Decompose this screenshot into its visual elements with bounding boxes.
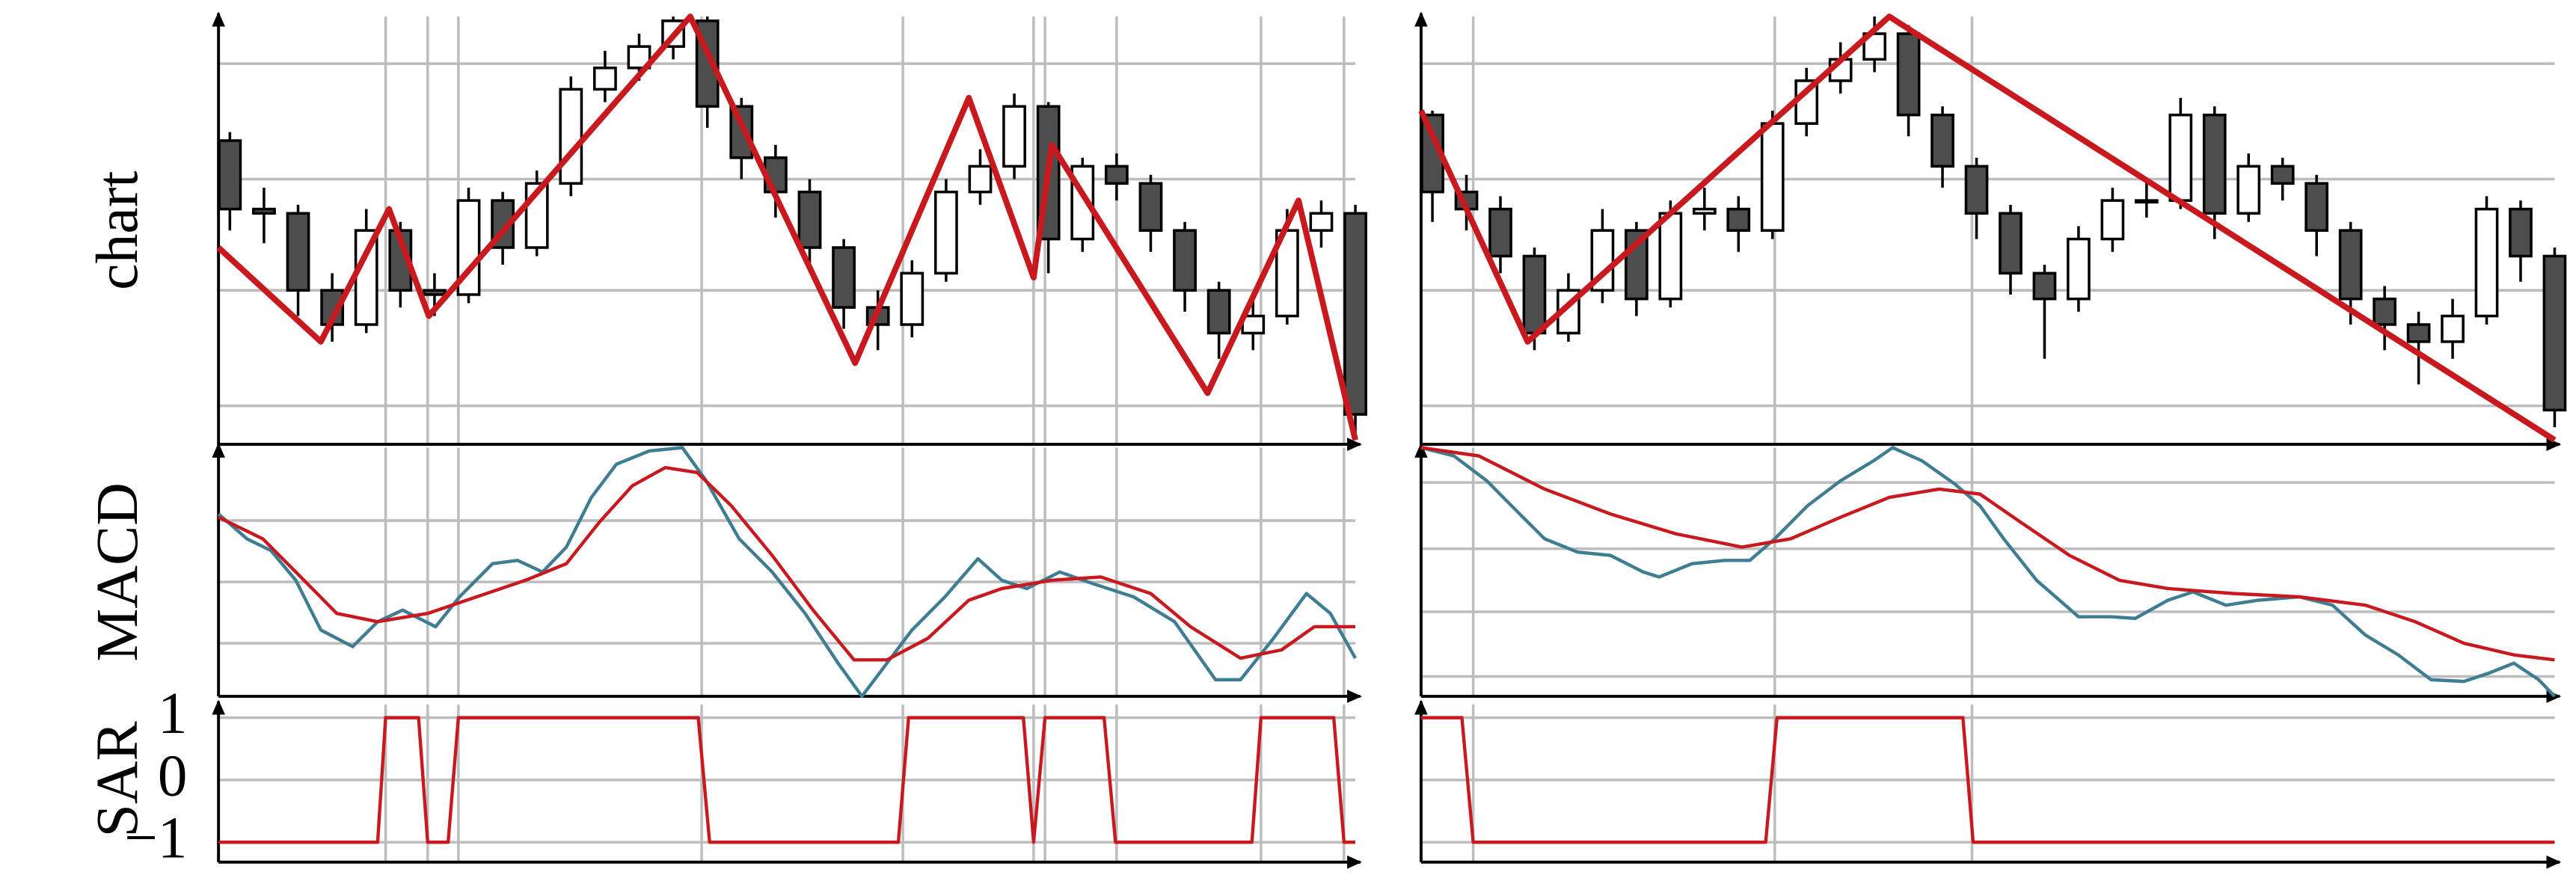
candle-body [2304,182,2329,232]
series-line [218,716,1356,844]
candle-body [252,207,276,215]
candle-body [2373,297,2396,326]
series-line [1420,446,2557,698]
y-tick-label: −1 [124,805,187,871]
candle-body [1862,32,1886,61]
series-line [1418,13,2557,443]
candle-body [1964,165,1989,215]
candle-body [2542,254,2567,412]
candle-body [218,139,242,211]
candle-body [1692,207,1717,215]
y-tick-label: 1 [158,681,188,746]
y-axis-label: chart [85,171,150,289]
candle-body [593,67,617,91]
y-tick-label: 0 [158,743,188,808]
y-axis-label: SAR [85,721,150,837]
series-line [216,13,1358,441]
candle-body [1760,122,1785,232]
candle-body [423,289,447,296]
candle-body [2032,271,2057,301]
candle-body [1896,32,1921,117]
candle-body [1999,212,2023,275]
candle-body [2067,237,2091,301]
candle-body [1104,165,1129,185]
candle-body [354,229,378,326]
candle-body [1206,289,1231,335]
candle-body [900,271,924,326]
candle-body [933,190,958,275]
candle-body [2236,165,2261,215]
candle-body [2338,229,2363,301]
series-line [1420,446,2555,662]
candle-body [2168,113,2193,202]
candle-body [797,190,822,249]
candle-body [1590,229,1615,292]
series-line [1420,716,2555,844]
candle-body [2270,165,2295,185]
candle-body [1138,182,1163,232]
candle-body [1173,229,1197,292]
candle-body [2202,113,2227,215]
candle-body [1002,105,1026,168]
candle-body [2100,199,2125,241]
candle-body [524,182,549,249]
candle-body [2509,207,2533,258]
candle-body [832,246,856,309]
candle-body [1309,212,1334,232]
candle-body [2406,323,2431,343]
candle-body [1931,113,1954,168]
series-line [217,446,1357,699]
candle-body [1658,212,1683,301]
candle-body [2474,207,2499,318]
candle-body [1522,254,1547,335]
candle-body [2135,199,2159,204]
candle-body [1343,212,1367,416]
candle-body [286,212,310,292]
candle-body [1726,207,1751,232]
series-line [218,465,1356,662]
candle-body [2441,314,2465,343]
candle-body [559,88,583,185]
candle-body [968,165,993,194]
y-axis-label: MACD [85,482,150,661]
candle-body [1488,207,1512,258]
